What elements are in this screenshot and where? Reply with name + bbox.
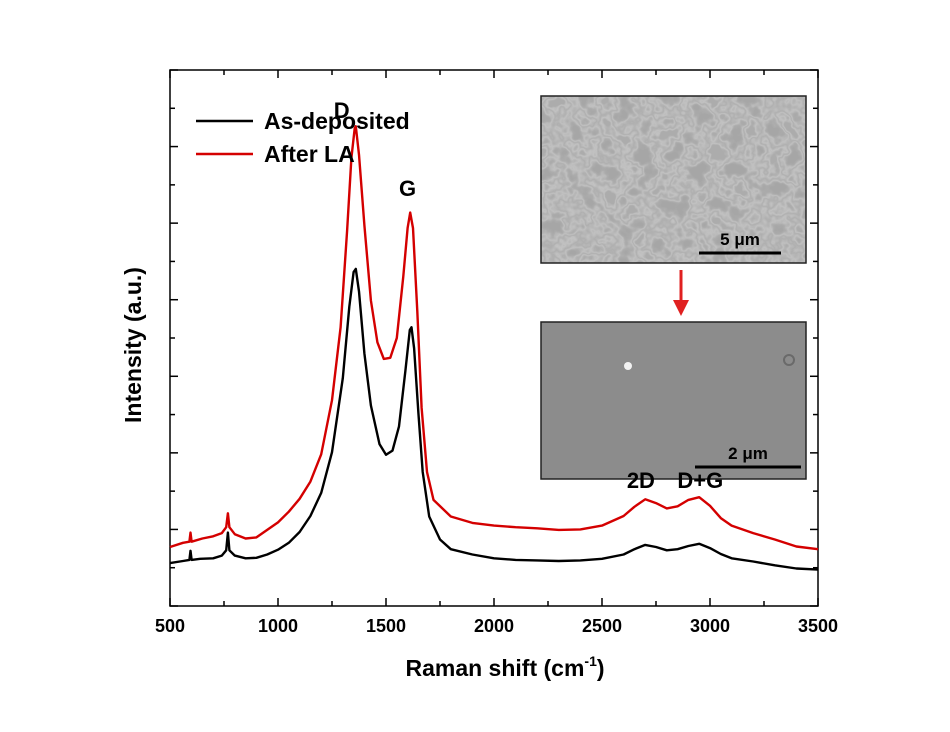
x-axis-label-superscript: -1 [584,653,597,669]
inset-2-pit [783,354,795,366]
transition-arrow [673,270,689,316]
x-tick-label: 1000 [258,616,298,636]
peak-annotations: D G 2D D+G [334,98,723,493]
peak-label-2d: 2D [627,468,655,493]
legend-label-after-la: After LA [264,141,355,167]
arrow-head [673,300,689,316]
inset-2-particle [624,362,632,370]
series-line-as-deposited [169,267,819,571]
peak-label-g: G [399,176,416,201]
legend: As-deposited After LA [196,108,410,167]
x-axis-label: Raman shift (cm-1) [405,653,604,681]
x-tick-label: 2500 [582,616,622,636]
legend-label-as-deposited: As-deposited [264,108,410,134]
peak-label-d: D [334,98,350,123]
inset-sem-wrinkled: 5 μm [540,95,807,264]
inset-2-scale-label: 2 μm [728,444,768,463]
inset-sem-smooth: 2 μm [540,321,807,480]
inset-1-texture [541,96,806,263]
inset-2-frame [540,321,807,480]
x-tick-label: 2000 [474,616,514,636]
x-tick-label: 1500 [366,616,406,636]
peak-label-d-g: D+G [677,468,723,493]
y-axis-label: Intensity (a.u.) [120,267,146,423]
x-axis-label-suffix: ) [597,655,605,681]
axis-ticks: 500 1000 1500 2000 2500 3000 3500 [155,69,838,636]
x-axis-label-main: Raman shift (cm [405,655,584,681]
inset-2-texture [541,322,806,479]
series-line-after-la [169,125,819,551]
series-lines [169,125,819,571]
x-tick-label: 500 [155,616,185,636]
inset-1-frame [540,95,807,264]
x-tick-label: 3500 [798,616,838,636]
inset-1-scale-label: 5 μm [720,230,760,249]
x-tick-label: 3000 [690,616,730,636]
